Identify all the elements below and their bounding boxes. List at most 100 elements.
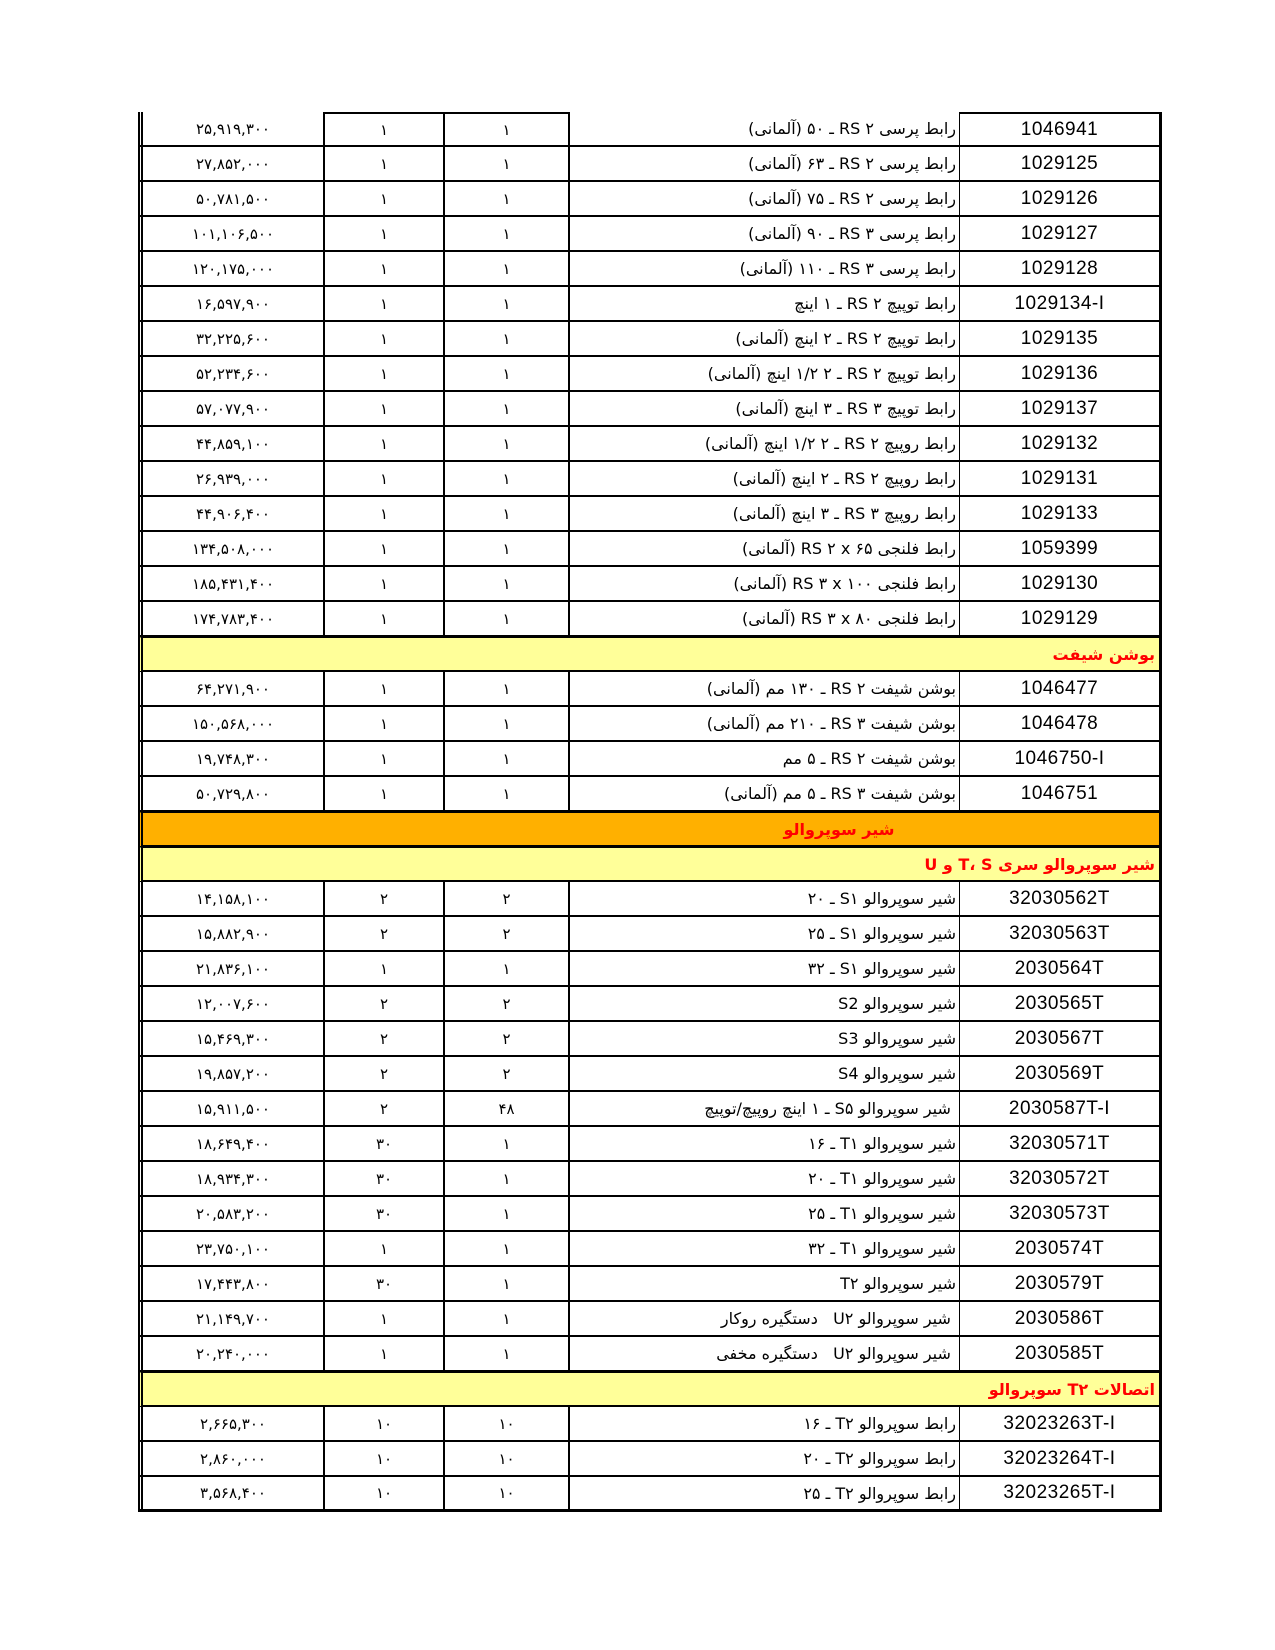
price-cell: ۱۸۵,۴۳۱,۴۰۰ (138, 567, 325, 600)
section-header-band: اتصالات T۲ سوپروالو (138, 1372, 1162, 1407)
description-cell: رابط روپیچ RS ۳ ـ ۳ اینچ (آلمانی) (570, 497, 960, 530)
price-cell: ۲۰,۵۸۳,۲۰۰ (138, 1197, 325, 1230)
qty-inner-cell: ۱ (445, 1127, 570, 1160)
product-code-cell: 2030574T (960, 1232, 1162, 1265)
price-table: ۲۵,۹۱۹,۳۰۰ ۱ ۱ رابط پرسی RS ۲ ـ ۵۰ (آلمانی)… (138, 112, 1162, 1512)
product-code-cell: 1029130 (960, 567, 1162, 600)
product-code-cell: 1046751 (960, 777, 1162, 810)
qty-inner-cell: ۱ (445, 147, 570, 180)
description-cell: رابط توپیچ RS ۲ ـ ۲ اینچ (آلمانی) (570, 322, 960, 355)
price-cell: ۱۸,۶۴۹,۴۰۰ (138, 1127, 325, 1160)
price-cell: ۶۴,۲۷۱,۹۰۰ (138, 672, 325, 705)
description-cell: رابط توپیچ RS ۲ ـ ۱ اینچ (570, 287, 960, 320)
price-cell: ۱۵۰,۵۶۸,۰۰۰ (138, 707, 325, 740)
qty-outer-cell: ۱ (325, 462, 445, 495)
section-header-band: شیر سوپروالو سری T، S و U (138, 847, 1162, 882)
table-row: ۲۵,۹۱۹,۳۰۰ ۱ ۱ رابط پرسی RS ۲ ـ ۵۰ (آلمانی)… (138, 112, 1162, 147)
product-code-cell: 32030562T (960, 882, 1162, 915)
qty-inner-cell: ۱ (445, 1302, 570, 1335)
qty-inner-cell: ۱ (445, 392, 570, 425)
product-code-cell: 1029133 (960, 497, 1162, 530)
table-row: ۳۲,۲۲۵,۶۰۰ ۱ ۱ رابط توپیچ RS ۲ ـ ۲ اینچ (آل… (138, 322, 1162, 357)
price-cell: ۳,۵۶۸,۴۰۰ (138, 1477, 325, 1509)
qty-outer-cell: ۱ (325, 1337, 445, 1370)
product-code-cell: 32023263T-I (960, 1407, 1162, 1440)
description-cell: رابط سوپروالو T۲ ـ ۱۶ (570, 1407, 960, 1440)
product-code-cell: 1059399 (960, 532, 1162, 565)
description-cell: شیر سوپروالو S۱ ـ ۲۵ (570, 917, 960, 950)
qty-inner-cell: ۱۰ (445, 1407, 570, 1440)
price-cell: ۱۵,۴۶۹,۳۰۰ (138, 1022, 325, 1055)
qty-inner-cell: ۱ (445, 532, 570, 565)
section-header-label: بوشن شیفت (1052, 644, 1155, 664)
section-header-label: شیر سوپروالو (783, 819, 895, 839)
qty-outer-cell: ۳۰ (325, 1197, 445, 1230)
table-row: ۱۵,۴۶۹,۳۰۰ ۲ ۲ شیر سوپروالو S3 2030567T (138, 1022, 1162, 1057)
product-code-cell: 2030587T-I (960, 1092, 1162, 1125)
price-cell: ۵۰,۷۲۹,۸۰۰ (138, 777, 325, 810)
price-cell: ۲۶,۹۳۹,۰۰۰ (138, 462, 325, 495)
product-code-cell: 1046750-I (960, 742, 1162, 775)
qty-outer-cell: ۳۰ (325, 1162, 445, 1195)
price-cell: ۱۶,۵۹۷,۹۰۰ (138, 287, 325, 320)
qty-inner-cell: ۱ (445, 217, 570, 250)
qty-inner-cell: ۱ (445, 952, 570, 985)
table-row: ۶۴,۲۷۱,۹۰۰ ۱ ۱ بوشن شیفت RS ۲ ـ ۱۳۰ مم (آلم… (138, 672, 1162, 707)
table-row: ۱۰۱,۱۰۶,۵۰۰ ۱ ۱ رابط پرسی RS ۳ ـ ۹۰ (آلمانی… (138, 217, 1162, 252)
price-cell: ۱۵,۸۸۲,۹۰۰ (138, 917, 325, 950)
table-row: ۱۳۴,۵۰۸,۰۰۰ ۱ ۱ رابط فلنجی RS ۲ x ۶۵ (آلمان… (138, 532, 1162, 567)
description-cell: بوشن شیفت RS ۳ ـ ۵ مم (آلمانی) (570, 777, 960, 810)
qty-outer-cell: ۱۰ (325, 1442, 445, 1475)
table-row: ۱۲,۰۰۷,۶۰۰ ۲ ۲ شیر سوپروالو S2 2030565T (138, 987, 1162, 1022)
product-code-cell: 1029132 (960, 427, 1162, 460)
table-row: ۵۲,۲۳۴,۶۰۰ ۱ ۱ رابط توپیچ RS ۲ ـ ۲ ۱/۲ اینچ… (138, 357, 1162, 392)
qty-inner-cell: ۱۰ (445, 1442, 570, 1475)
table-row: ۲۰,۲۴۰,۰۰۰ ۱ ۱ شیر سوپروالو U۲ دستگیره مخف… (138, 1337, 1162, 1372)
product-code-cell: 1029125 (960, 147, 1162, 180)
qty-outer-cell: ۱۰ (325, 1477, 445, 1509)
table-row: ۱۷۴,۷۸۳,۴۰۰ ۱ ۱ رابط فلنجی RS ۳ x ۸۰ (آلمان… (138, 602, 1162, 637)
description-cell: شیر سوپروالو T۱ ـ ۳۲ (570, 1232, 960, 1265)
table-row: ۲,۶۶۵,۳۰۰ ۱۰ ۱۰ رابط سوپروالو T۲ ـ ۱۶ 320232… (138, 1407, 1162, 1442)
description-cell: رابط فلنجی RS ۲ x ۶۵ (آلمانی) (570, 532, 960, 565)
qty-inner-cell: ۱ (445, 427, 570, 460)
price-cell: ۱۹,۷۴۸,۳۰۰ (138, 742, 325, 775)
description-cell: بوشن شیفت RS ۳ ـ ۲۱۰ مم (آلمانی) (570, 707, 960, 740)
table-row: ۵۷,۰۷۷,۹۰۰ ۱ ۱ رابط توپیچ RS ۳ ـ ۳ اینچ (آل… (138, 392, 1162, 427)
qty-outer-cell: ۲ (325, 917, 445, 950)
table-row: ۱۶,۵۹۷,۹۰۰ ۱ ۱ رابط توپیچ RS ۲ ـ ۱ اینچ 1029… (138, 287, 1162, 322)
product-code-cell: 1046477 (960, 672, 1162, 705)
table-row: ۱۹,۷۴۸,۳۰۰ ۱ ۱ بوشن شیفت RS ۲ ـ ۵ مم 1046750… (138, 742, 1162, 777)
qty-outer-cell: ۳۰ (325, 1267, 445, 1300)
product-code-cell: 1046941 (960, 112, 1162, 145)
section-header-label: اتصالات T۲ سوپروالو (988, 1379, 1155, 1399)
qty-outer-cell: ۱ (325, 322, 445, 355)
product-code-cell: 32030571T (960, 1127, 1162, 1160)
price-cell: ۱۲,۰۰۷,۶۰۰ (138, 987, 325, 1020)
qty-outer-cell: ۲ (325, 1092, 445, 1125)
description-cell: شیر سوپروالو U۲ دستگیره روکار (570, 1302, 960, 1335)
qty-outer-cell: ۲ (325, 987, 445, 1020)
table-row: ۲۰,۵۸۳,۲۰۰ ۳۰ ۱ شیر سوپروالو T۱ ـ ۲۵ 3203057… (138, 1197, 1162, 1232)
qty-outer-cell: ۱ (325, 1302, 445, 1335)
table-row: ۲۷,۸۵۲,۰۰۰ ۱ ۱ رابط پرسی RS ۲ ـ ۶۳ (آلمانی)… (138, 147, 1162, 182)
product-code-cell: 2030565T (960, 987, 1162, 1020)
qty-inner-cell: ۲ (445, 987, 570, 1020)
table-row: ۱۵,۹۱۱,۵۰۰ ۲ ۴۸ شیر سوپروالو S۵ ـ ۱ اینچ ر… (138, 1092, 1162, 1127)
qty-inner-cell: ۱ (445, 672, 570, 705)
qty-inner-cell: ۱ (445, 567, 570, 600)
description-cell: شیر سوپروالو S۵ ـ ۱ اینچ روپیچ/توپیچ (570, 1092, 960, 1125)
description-cell: رابط پرسی RS ۲ ـ ۷۵ (آلمانی) (570, 182, 960, 215)
qty-inner-cell: ۲ (445, 1022, 570, 1055)
price-cell: ۱۵,۹۱۱,۵۰۰ (138, 1092, 325, 1125)
description-cell: بوشن شیفت RS ۲ ـ ۱۳۰ مم (آلمانی) (570, 672, 960, 705)
price-cell: ۱۲۰,۱۷۵,۰۰۰ (138, 252, 325, 285)
table-row: ۱۲۰,۱۷۵,۰۰۰ ۱ ۱ رابط پرسی RS ۳ ـ ۱۱۰ (آلمان… (138, 252, 1162, 287)
description-cell: شیر سوپروالو T۱ ـ ۲۰ (570, 1162, 960, 1195)
product-code-cell: 1029134-I (960, 287, 1162, 320)
product-code-cell: 2030564T (960, 952, 1162, 985)
qty-outer-cell: ۱ (325, 497, 445, 530)
price-cell: ۳۲,۲۲۵,۶۰۰ (138, 322, 325, 355)
description-cell: رابط پرسی RS ۲ ـ ۶۳ (آلمانی) (570, 147, 960, 180)
product-code-cell: 1029126 (960, 182, 1162, 215)
